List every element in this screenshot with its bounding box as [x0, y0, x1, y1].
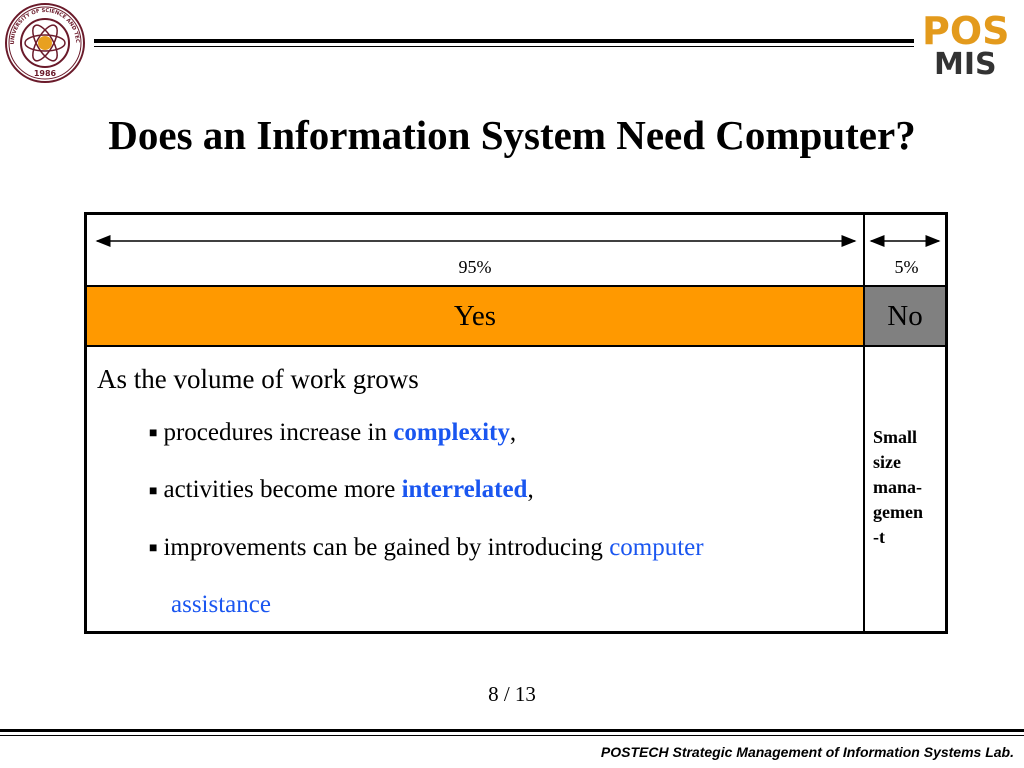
no-percent: 5%: [894, 257, 919, 277]
bullet-highlight: computer: [609, 533, 704, 561]
no-header-cell: No: [865, 287, 945, 345]
table-column-divider: [863, 215, 865, 631]
bullet-text: activities become more: [163, 476, 402, 504]
square-bullet-icon: ■: [149, 540, 158, 556]
slide-title: Does an Information System Need Computer…: [108, 112, 916, 158]
logo-top-text: POS: [922, 9, 1010, 53]
no-label: No: [887, 299, 923, 332]
bullet-continuation: assistance: [171, 590, 271, 618]
note-line: gemen: [873, 502, 923, 522]
yes-content: As the volume of work grows ■ procedures …: [97, 359, 857, 641]
lead-text: As the volume of work grows: [97, 364, 419, 394]
bullet-text: improvements can be gained by introducin…: [163, 533, 610, 561]
footer-lab-name: POSTECH Strategic Management of Informat…: [600, 744, 1014, 760]
bullet-highlight: interrelated: [401, 476, 528, 504]
bullet-item: ■ procedures increase in complexity,: [149, 413, 857, 454]
header-rule-thin: [94, 46, 914, 47]
bullet-text: procedures increase in: [163, 419, 394, 446]
yes-header-cell: Yes: [87, 287, 863, 345]
bullet-highlight: complexity: [393, 419, 510, 446]
small-size-note: Small size mana- gemen -t: [873, 425, 943, 550]
comparison-table: 95% 5% Yes No As the volume of work grow…: [84, 212, 948, 634]
bullet-item: ■ activities become more interrelated,: [149, 470, 857, 511]
table-divider-2: [87, 345, 945, 347]
seal-year: 1986: [34, 69, 57, 78]
header-rule-thick: [94, 39, 914, 43]
note-line: -t: [873, 527, 885, 547]
yes-label: Yes: [453, 299, 497, 332]
note-line: mana-: [873, 477, 922, 497]
university-seal: 1986 POHANG UNIVERSITY OF SCIENCE AND TE…: [4, 2, 85, 83]
yes-percent: 95%: [458, 257, 492, 277]
table-divider-1: [87, 285, 945, 287]
percent-arrows: [95, 235, 941, 247]
square-bullet-icon: ■: [149, 483, 158, 499]
footer-rule-thick: [0, 729, 1024, 732]
bullet-suffix: ,: [527, 476, 534, 504]
percent-arrow-row: 95% 5%: [87, 215, 945, 285]
bullet-suffix: ,: [509, 419, 517, 446]
logo-bottom-text: MIS: [934, 47, 997, 78]
bullet-item: ■ improvements can be gained by introduci…: [149, 528, 857, 625]
note-line: Small: [873, 427, 918, 447]
note-line: size: [873, 452, 901, 472]
footer-rule-thin: [0, 735, 1024, 736]
posmis-logo: POS MIS: [922, 9, 1010, 78]
square-bullet-icon: ■: [149, 426, 158, 442]
page-number: 8 / 13: [488, 682, 536, 706]
